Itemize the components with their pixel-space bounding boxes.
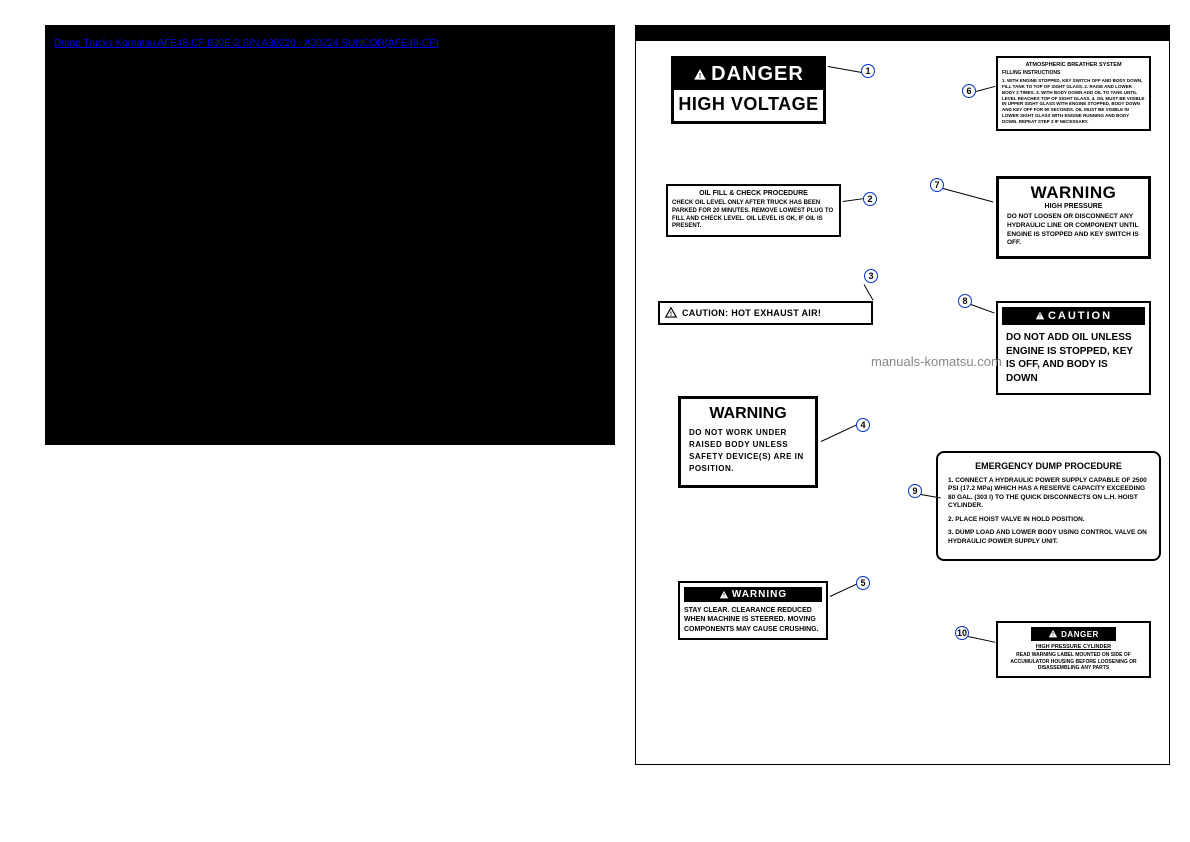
- hot-exhaust-text: CAUTION: HOT EXHAUST AIR!: [682, 308, 821, 318]
- warning-title: WARNING: [689, 405, 807, 423]
- label-danger-cylinder: ! DANGER HIGH PRESSURE CYLINDER READ WAR…: [996, 621, 1151, 678]
- watermark-text: manuals-komatsu.com: [871, 354, 1002, 369]
- label-danger-high-voltage: ! DANGER HIGH VOLTAGE: [671, 56, 826, 124]
- callout-lead: [864, 284, 874, 300]
- label-caution-hot-exhaust: ! CAUTION: HOT EXHAUST AIR!: [658, 301, 873, 325]
- warning-title: WARNING: [1007, 183, 1140, 203]
- manual-title-link[interactable]: Dump Trucks Komatsu AFE48-CF 830E-2 S/N …: [46, 26, 614, 49]
- callout-1: 1: [861, 64, 875, 78]
- breather-text: 1. WITH ENGINE STOPPED, KEY SWITCH OFF A…: [1002, 78, 1145, 125]
- label-emergency-dump: EMERGENCY DUMP PROCEDURE 1. CONNECT A HY…: [936, 451, 1161, 561]
- left-page: Dump Trucks Komatsu AFE48-CF 830E-2 S/N …: [45, 25, 615, 445]
- high-pressure-sub: HIGH PRESSURE: [1007, 203, 1140, 210]
- callout-lead: [968, 636, 996, 643]
- oil-fill-text: CHECK OIL LEVEL ONLY AFTER TRUCK HAS BEE…: [672, 200, 835, 231]
- emergency-step-1: 1. CONNECT A HYDRAULIC POWER SUPPLY CAPA…: [948, 477, 1149, 511]
- callout-lead: [843, 198, 865, 202]
- callout-lead: [976, 86, 996, 92]
- callout-lead: [830, 583, 858, 597]
- cylinder-sub: HIGH PRESSURE CYLINDER: [1002, 644, 1145, 650]
- breather-title: ATMOSPHERIC BREATHER SYSTEM: [1002, 62, 1145, 68]
- emergency-step-3: 3. DUMP LOAD AND LOWER BODY USING CONTRO…: [948, 529, 1149, 546]
- right-page: ! DANGER HIGH VOLTAGE 1 OIL FILL & CHECK…: [635, 25, 1170, 765]
- callout-lead: [943, 188, 993, 202]
- warning-triangle-icon: !: [1035, 311, 1045, 321]
- callout-9: 9: [908, 484, 922, 498]
- callout-lead: [828, 66, 863, 73]
- cylinder-text: READ WARNING LABEL MOUNTED ON SIDE OF AC…: [1002, 652, 1145, 672]
- stay-clear-text: STAY CLEAR. CLEARANCE REDUCED WHEN MACHI…: [684, 606, 822, 634]
- callout-10: 10: [955, 626, 969, 640]
- label-warning-high-pressure: WARNING HIGH PRESSURE DO NOT LOOSEN OR D…: [996, 176, 1151, 259]
- emergency-title: EMERGENCY DUMP PROCEDURE: [948, 461, 1149, 471]
- callout-7: 7: [930, 178, 944, 192]
- emergency-step-2: 2. PLACE HOIST VALVE IN HOLD POSITION.: [948, 516, 1149, 524]
- high-voltage-text: HIGH VOLTAGE: [674, 90, 823, 121]
- warning-triangle-icon: !: [719, 590, 729, 600]
- oil-fill-title: OIL FILL & CHECK PROCEDURE: [672, 190, 835, 197]
- label-caution-oil: ! CAUTION DO NOT ADD OIL UNLESS ENGINE I…: [996, 301, 1151, 395]
- callout-8: 8: [958, 294, 972, 308]
- danger-header-text: DANGER: [711, 63, 804, 86]
- svg-text:!: !: [670, 311, 672, 318]
- callout-lead: [971, 304, 995, 313]
- callout-5: 5: [856, 576, 870, 590]
- label-atmospheric-breather: ATMOSPHERIC BREATHER SYSTEM FILLING INST…: [996, 56, 1151, 131]
- breather-sub: FILLING INSTRUCTIONS: [1002, 70, 1145, 76]
- warning-triangle-icon: !: [1048, 629, 1058, 639]
- warning-triangle-icon: !: [664, 306, 678, 320]
- callout-3: 3: [864, 269, 878, 283]
- caution-oil-text: DO NOT ADD OIL UNLESS ENGINE IS STOPPED,…: [1002, 331, 1145, 389]
- caution-header-text: CAUTION: [1048, 310, 1112, 322]
- page-header-bar: [636, 26, 1169, 41]
- high-pressure-text: DO NOT LOOSEN OR DISCONNECT ANY HYDRAULI…: [1007, 213, 1140, 248]
- warning-header-text: WARNING: [732, 589, 787, 600]
- danger-header-text: DANGER: [1061, 630, 1099, 639]
- callout-2: 2: [863, 192, 877, 206]
- callout-6: 6: [962, 84, 976, 98]
- callout-4: 4: [856, 418, 870, 432]
- label-oil-fill-procedure: OIL FILL & CHECK PROCEDURE CHECK OIL LEV…: [666, 184, 841, 237]
- svg-text:!: !: [699, 72, 701, 79]
- label-warning-stay-clear: ! WARNING STAY CLEAR. CLEARANCE REDUCED …: [678, 581, 828, 640]
- label-warning-raised-body: WARNING DO NOT WORK UNDER RAISED BODY UN…: [678, 396, 818, 488]
- callout-lead: [821, 424, 858, 442]
- warning-body-text: DO NOT WORK UNDER RAISED BODY UNLESS SAF…: [689, 427, 807, 475]
- warning-triangle-icon: !: [693, 68, 707, 82]
